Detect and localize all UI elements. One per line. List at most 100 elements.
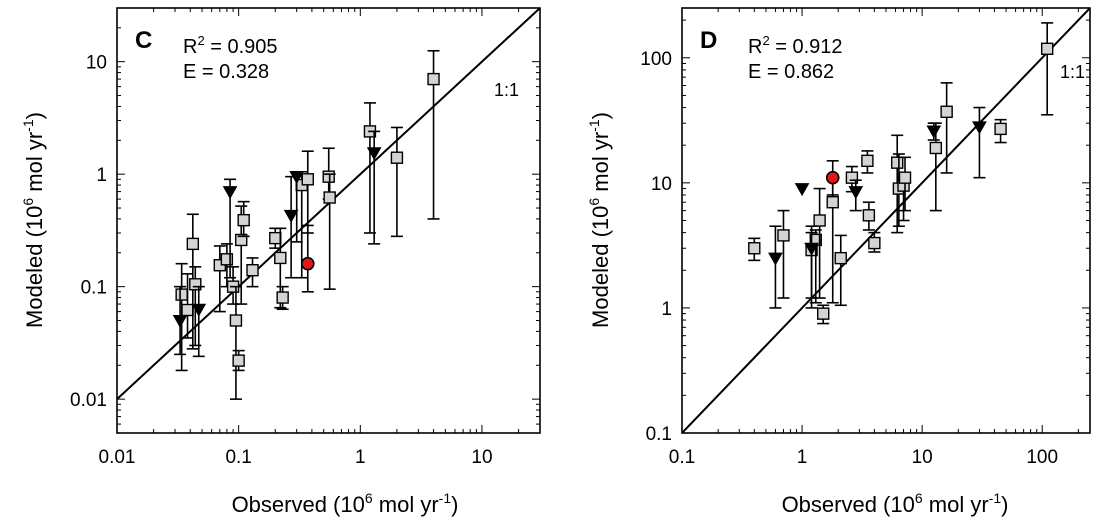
marker-square (220, 253, 234, 266)
data-point-square (777, 209, 790, 299)
y-tick-label: 100 (640, 49, 672, 70)
data-point-triangle (768, 225, 783, 309)
data-point-square (817, 304, 830, 325)
marker-square (323, 191, 336, 204)
marker-square (891, 156, 904, 169)
x-tick-label: 10 (471, 447, 492, 468)
marker-square (235, 233, 248, 247)
marker-square (181, 303, 194, 317)
data-point-square (929, 122, 943, 212)
data-point-square (226, 266, 240, 305)
data-point-triangle (283, 175, 299, 279)
x-tick-label: 0.01 (99, 447, 136, 468)
marker-triangle (289, 171, 305, 185)
data-point-square (940, 82, 953, 174)
data-point-square (269, 227, 282, 249)
data-point-square (826, 176, 839, 304)
data-point-square (813, 187, 826, 299)
chart-panel-c: 0.01 0.1 1 10 0.01 0.1 1 10 C R2 = 0.905 E = 0.328… (20, 7, 541, 517)
marker-square (777, 229, 790, 242)
identity-line-label: 1:1 (494, 80, 519, 100)
data-point-square (301, 150, 314, 234)
data-point-triangle (172, 285, 188, 356)
marker-square (322, 170, 335, 183)
marker-square (994, 122, 1007, 136)
marker-square (237, 213, 250, 227)
identity-line (117, 8, 540, 401)
marker-square (817, 307, 830, 320)
r-squared-text: R2 = 0.905 (183, 33, 278, 58)
marker-triangle (926, 125, 942, 139)
marker-square (246, 264, 259, 277)
data-point-square (994, 118, 1007, 144)
identity-line (682, 8, 1090, 433)
data-point-triangle (848, 179, 864, 212)
data-point-circle (300, 224, 315, 293)
y-tick-label: 0.1 (646, 424, 672, 445)
marker-square (861, 154, 874, 168)
data-point-triangle (191, 285, 207, 358)
marker-triangle (222, 186, 238, 200)
data-point-triangle (804, 225, 819, 299)
nse-text: E = 0.862 (748, 61, 834, 83)
y-tick-label: 10 (86, 53, 107, 74)
marker-circle (300, 256, 315, 271)
marker-square (940, 105, 953, 118)
marker-triangle (191, 303, 207, 317)
chart-panel-d: 0.1 1 10 100 0.1 1 10 100 D R2 = 0.912 E = 0.862 1:… (586, 7, 1091, 517)
marker-square (269, 231, 282, 245)
tick-marks (681, 8, 1090, 434)
data-point-square (276, 285, 289, 311)
x-tick-label: 1 (355, 447, 366, 468)
x-tick-label: 10 (912, 447, 933, 468)
marker-triangle (283, 209, 299, 223)
data-point-square (898, 156, 912, 212)
data-point-square (834, 234, 847, 307)
y-tick-label: 10 (651, 174, 672, 195)
data-point-square (237, 200, 250, 238)
data-point-square (220, 243, 234, 288)
marker-square (748, 242, 761, 255)
marker-square (427, 72, 440, 86)
marker-triangle (804, 242, 819, 256)
data-points (172, 49, 440, 400)
marker-circle (825, 170, 840, 185)
marker-triangle (768, 252, 783, 266)
data-point-triangle (926, 122, 942, 141)
marker-square (826, 196, 839, 209)
y-tick-label: 0.01 (70, 390, 107, 411)
data-point-square (861, 150, 874, 174)
data-point-square (229, 285, 243, 400)
marker-square (186, 237, 200, 251)
y-tick-label: 1 (96, 165, 107, 186)
panel-label: D (700, 27, 717, 54)
plot-frame (116, 7, 541, 434)
marker-triangle (172, 315, 188, 329)
data-points (748, 22, 1054, 325)
y-axis-label: Modeled (106 mol yr-1) (586, 112, 613, 328)
marker-square (898, 171, 912, 184)
data-point-square (323, 173, 336, 290)
marker-square (862, 209, 876, 222)
marker-triangle (366, 147, 382, 161)
data-point-square (427, 49, 440, 220)
y-tick-label: 1 (661, 299, 672, 320)
marker-square (276, 291, 289, 304)
marker-square (189, 278, 202, 291)
data-point-square (1040, 22, 1054, 116)
data-point-triangle (794, 183, 810, 197)
data-point-triangle (366, 130, 382, 245)
data-point-triangle (222, 178, 238, 279)
marker-square (868, 236, 881, 250)
data-point-square (232, 349, 245, 372)
marker-triangle (972, 121, 987, 135)
marker-triangle (794, 183, 810, 197)
y-axis-label: Modeled (106 mol yr-1) (20, 112, 47, 328)
panel-label: C (135, 27, 152, 54)
data-point-square (748, 237, 761, 262)
data-point-triangle (972, 106, 987, 179)
data-point-triangle (289, 170, 305, 243)
marker-square (845, 171, 859, 184)
